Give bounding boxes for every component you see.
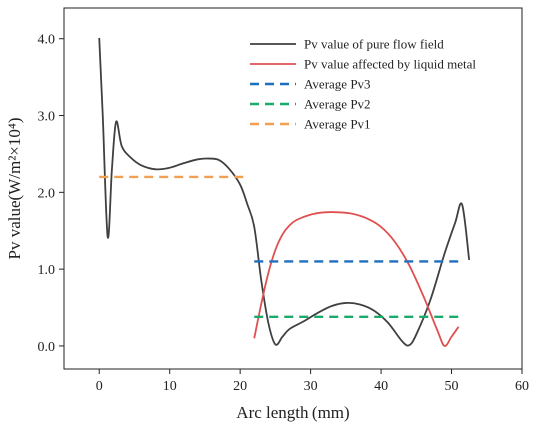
legend-label-1: Pv value of pure flow field bbox=[304, 37, 444, 52]
x-tick-label: 20 bbox=[233, 379, 247, 394]
series-line-1 bbox=[98, 37, 471, 347]
x-tick-label: 30 bbox=[304, 379, 318, 394]
y-axis-label: Pv value(W/m²×10⁴) bbox=[5, 118, 24, 260]
series-line-2 bbox=[253, 211, 460, 347]
legend-label-5: Average Pv1 bbox=[304, 117, 371, 132]
x-tick-label: 10 bbox=[163, 379, 177, 394]
x-axis-label: Arc length (mm) bbox=[236, 403, 349, 422]
legend-label-3: Average Pv3 bbox=[304, 77, 371, 92]
legend: Pv value of pure flow field Pv value affe… bbox=[250, 37, 476, 132]
plot-frame bbox=[63, 7, 523, 370]
y-tick-label: 1.0 bbox=[38, 263, 56, 278]
x-tick-label: 40 bbox=[374, 379, 388, 394]
x-tick-label: 50 bbox=[445, 379, 459, 394]
y-tick-label: 2.0 bbox=[38, 186, 56, 201]
x-tick-label: 60 bbox=[515, 379, 529, 394]
y-tick-label: 4.0 bbox=[38, 33, 56, 48]
legend-label-4: Average Pv2 bbox=[304, 97, 371, 112]
x-tick-label: 0 bbox=[96, 379, 103, 394]
y-tick-label: 3.0 bbox=[38, 110, 56, 125]
legend-label-2: Pv value affected by liquid metal bbox=[304, 57, 476, 72]
y-tick-label: 0.0 bbox=[38, 340, 56, 355]
plot-area: 0 10 20 30 40 50 60 0.0 1.0 2.0 3.0 4.0 bbox=[38, 7, 529, 394]
